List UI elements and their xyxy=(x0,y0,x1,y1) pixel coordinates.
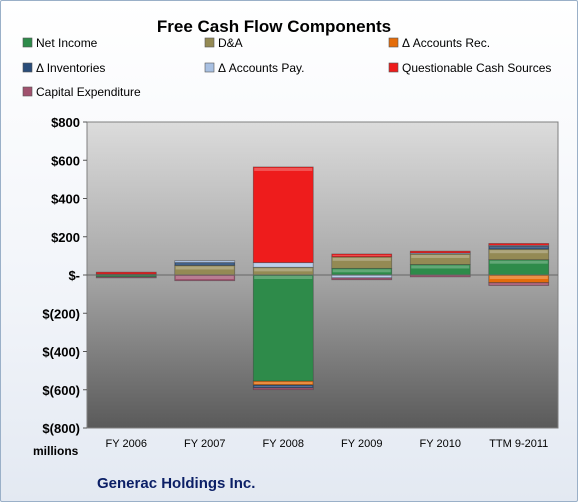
legend-item-questionable-cash-sources: Questionable Cash Sources xyxy=(388,61,551,75)
legend-label: Questionable Cash Sources xyxy=(402,61,551,75)
units-label: millions xyxy=(33,444,79,458)
bar-stack-fy-2007 xyxy=(174,260,236,282)
bar-segment-highlight xyxy=(254,382,313,384)
bar-segment-net-income xyxy=(252,274,314,382)
x-tick-label: TTM 9-2011 xyxy=(489,438,548,450)
bar-segment-highlight xyxy=(254,385,313,387)
x-axis: FY 2006 FY 2007 FY 2008 FY 2009 FY 2010 TTM 9… xyxy=(106,438,549,450)
y-tick-label: $800 xyxy=(51,115,80,130)
bar-segment-highlight xyxy=(332,269,391,273)
bar-segment-highlight xyxy=(489,260,548,264)
y-tick-label: $(800) xyxy=(42,421,80,436)
legend-item-inventories: Δ Inventories xyxy=(22,61,105,75)
legend-item-accounts-pay: Δ Accounts Pay. xyxy=(204,61,305,75)
legend-swatch xyxy=(388,37,399,48)
legend-swatch xyxy=(204,62,215,73)
bar-segment-highlight xyxy=(332,257,391,261)
x-tick-label: FY 2007 xyxy=(184,438,225,450)
bar-segment-highlight xyxy=(254,263,313,267)
bar-segment-highlight xyxy=(254,276,313,279)
bar-segment-questionable-cash-sources xyxy=(409,250,471,254)
legend-swatch xyxy=(388,62,399,73)
y-tick-label: $400 xyxy=(51,192,80,207)
bar-segment-capital-expenditure xyxy=(252,387,314,391)
legend-swatch xyxy=(22,62,33,73)
bar-segment-questionable-cash-sources xyxy=(252,166,314,263)
legend-swatch xyxy=(22,37,33,48)
bar-segment-highlight xyxy=(489,283,548,285)
bar-segment-highlight xyxy=(489,247,548,249)
bar-segment-questionable-cash-sources xyxy=(331,253,393,258)
bar-segment-capital-expenditure xyxy=(488,282,550,286)
legend-label: Capital Expenditure xyxy=(36,85,141,99)
x-tick-label: FY 2009 xyxy=(341,438,382,450)
legend-swatch xyxy=(204,37,215,48)
bar-segment-highlight xyxy=(175,266,234,270)
bar-segment-capital-expenditure xyxy=(331,277,393,281)
legend: Net Income D&A Δ Accounts Rec. Δ Inventorie… xyxy=(22,36,551,99)
legend-label: Δ Inventories xyxy=(36,61,105,75)
y-tick-label: $(200) xyxy=(42,306,80,321)
bar-stack-ttm-9-2011 xyxy=(488,243,550,286)
y-tick-label: $(400) xyxy=(42,345,80,360)
bar-stack-fy-2009 xyxy=(331,253,393,281)
legend-label: Net Income xyxy=(36,36,98,50)
legend-swatch xyxy=(22,86,33,97)
legend-item-accounts-rec: Δ Accounts Rec. xyxy=(388,36,490,50)
bar-segment-questionable-cash-sources xyxy=(488,243,550,246)
chart-title: Free Cash Flow Components xyxy=(157,17,391,36)
x-tick-label: FY 2010 xyxy=(420,438,461,450)
legend-item-d-a: D&A xyxy=(204,36,243,50)
legend-label: Δ Accounts Rec. xyxy=(402,36,490,50)
legend-label: D&A xyxy=(218,36,243,50)
bar-segment-questionable-cash-sources xyxy=(95,271,157,275)
bar-segment-highlight xyxy=(489,250,548,254)
bar-segment-highlight xyxy=(254,268,313,272)
bar-segment-highlight xyxy=(175,276,234,279)
bar-segment-highlight xyxy=(411,254,470,258)
bars xyxy=(87,166,558,391)
y-tick-label: $(600) xyxy=(42,383,80,398)
y-tick-label: $- xyxy=(68,268,80,283)
bar-stack-fy-2010 xyxy=(409,250,471,278)
company-name: Generac Holdings Inc. xyxy=(97,475,255,492)
bar-segment-highlight xyxy=(489,276,548,279)
bar-segment-highlight xyxy=(254,167,313,171)
x-tick-label: FY 2006 xyxy=(106,438,147,450)
bar-segment-accounts-pay xyxy=(174,260,236,263)
legend-label: Δ Accounts Pay. xyxy=(218,61,305,75)
legend-item-capital-expenditure: Capital Expenditure xyxy=(22,85,141,99)
y-tick-label: $600 xyxy=(51,153,80,168)
legend-item-net-income: Net Income xyxy=(22,36,98,50)
bar-stack-fy-2008 xyxy=(252,166,314,391)
bar-segment-highlight xyxy=(332,276,391,277)
y-tick-label: $200 xyxy=(51,230,80,245)
bar-segment-highlight xyxy=(411,265,470,269)
x-tick-label: FY 2008 xyxy=(263,438,304,450)
bar-segment-capital-expenditure xyxy=(95,276,157,279)
y-axis: $800 $600 $400 $200 $- $(200) $(400) $(600) $(80… xyxy=(42,115,87,436)
bar-segment-highlight xyxy=(332,254,391,256)
bar-segment-highlight xyxy=(175,263,234,265)
